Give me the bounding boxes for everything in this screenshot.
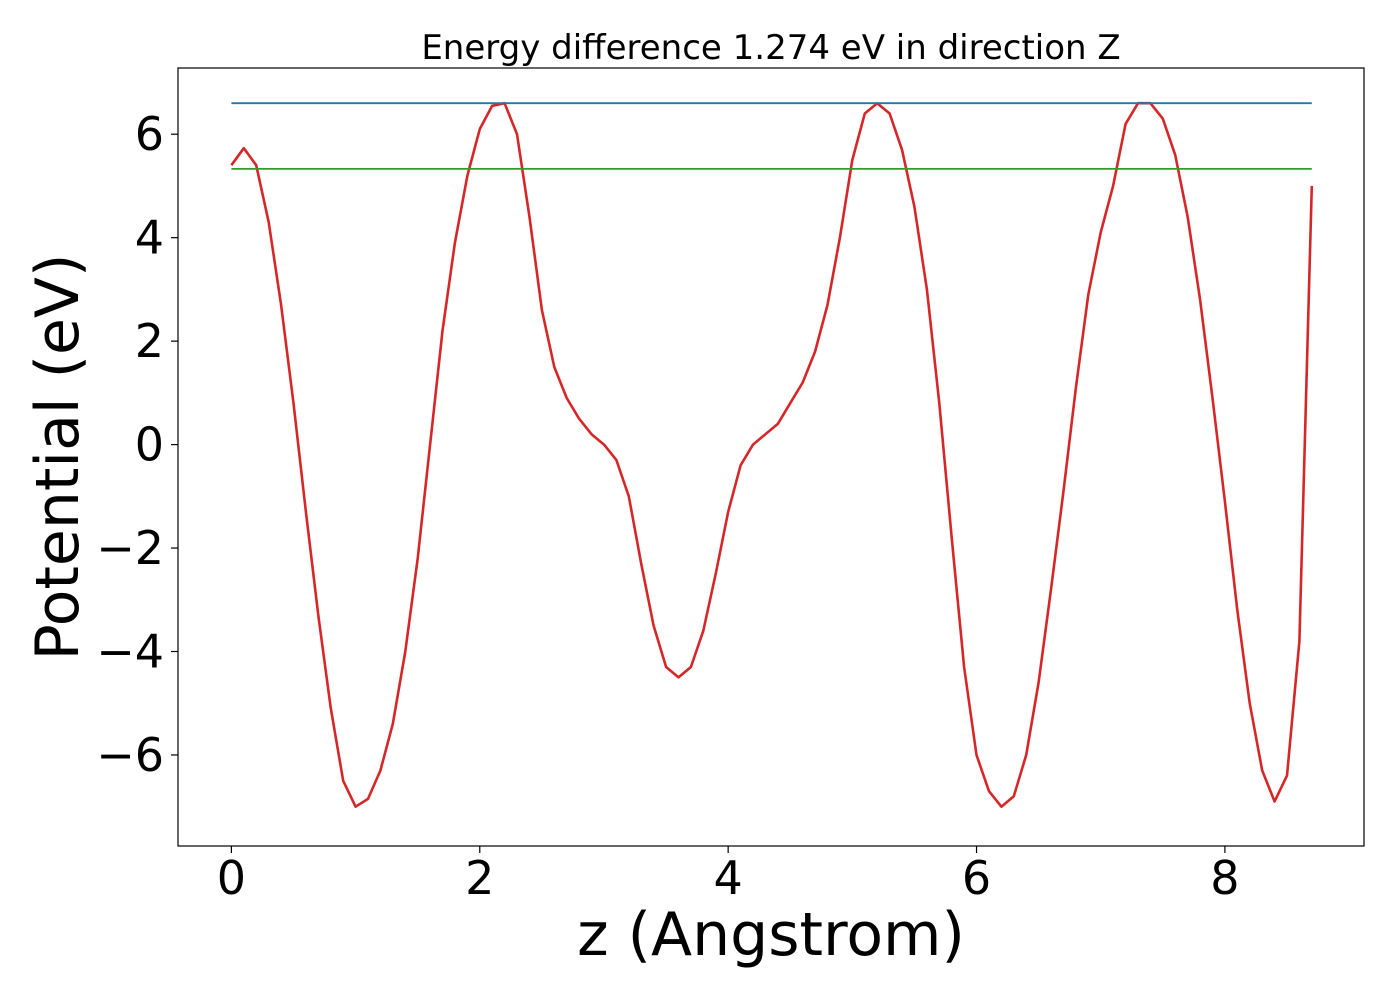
x-tick-label: 8 [1210,851,1239,905]
y-axis-ticks: −6 −4 −2 0 2 4 6 [96,107,178,782]
x-tick-label: 0 [217,851,246,905]
plot-area-frame [178,68,1364,846]
y-tick-label: 0 [135,418,164,472]
y-axis-label: Potential (eV) [23,254,93,661]
y-tick-label: −6 [96,728,164,782]
y-tick-label: −2 [96,521,164,575]
y-tick-label: 6 [135,107,164,161]
x-tick-label: 4 [714,851,743,905]
chart-title: Energy difference 1.274 eV in direction … [421,28,1120,68]
x-axis-ticks: 0 2 4 6 8 [217,846,1240,905]
y-tick-label: 4 [135,211,164,265]
series-layer [231,103,1311,807]
series-line-0 [231,103,1311,807]
x-tick-label: 6 [962,851,991,905]
y-tick-label: −4 [96,625,164,679]
x-axis-label: z (Angstrom) [577,900,965,970]
y-tick-label: 2 [135,314,164,368]
x-tick-label: 2 [465,851,494,905]
